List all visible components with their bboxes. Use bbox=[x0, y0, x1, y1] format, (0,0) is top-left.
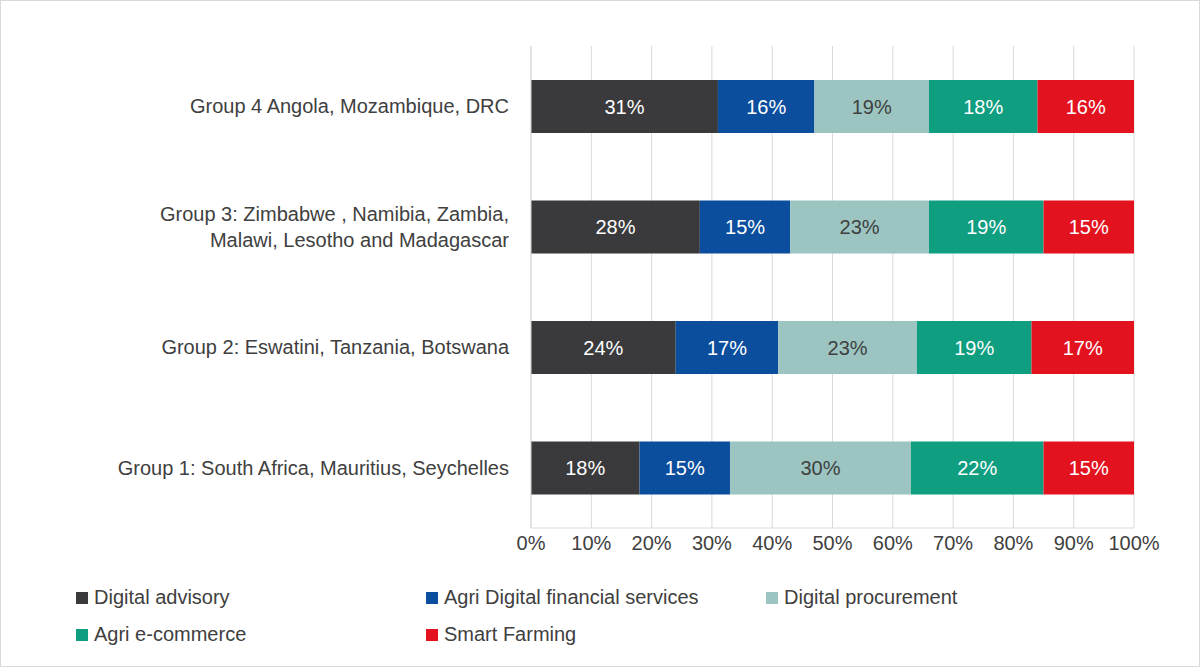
svg-text:22%: 22% bbox=[957, 457, 997, 479]
svg-text:20%: 20% bbox=[632, 532, 672, 554]
html-text:Digital procurement: Digital procurement bbox=[784, 586, 958, 608]
svg-text:18%: 18% bbox=[963, 96, 1003, 118]
svg-text:31%: 31% bbox=[604, 96, 644, 118]
svg-text:Group 4 Angola, Mozambique, DR: Group 4 Angola, Mozambique, DRC bbox=[190, 95, 509, 117]
svg-text:19%: 19% bbox=[852, 96, 892, 118]
svg-text:0%: 0% bbox=[517, 532, 546, 554]
svg-text:19%: 19% bbox=[954, 337, 994, 359]
svg-text:80%: 80% bbox=[993, 532, 1033, 554]
svg-text:15%: 15% bbox=[665, 457, 705, 479]
svg-text:40%: 40% bbox=[752, 532, 792, 554]
svg-text:24%: 24% bbox=[583, 337, 623, 359]
svg-text:70%: 70% bbox=[933, 532, 973, 554]
svg-text:18%: 18% bbox=[565, 457, 605, 479]
svg-text:23%: 23% bbox=[828, 337, 868, 359]
html-text:Agri Digital financial service: Agri Digital financial services bbox=[444, 586, 699, 608]
svg-text:10%: 10% bbox=[571, 532, 611, 554]
svg-text:28%: 28% bbox=[595, 216, 635, 238]
svg-text:17%: 17% bbox=[1063, 337, 1103, 359]
html-text:Agri e-commerce: Agri e-commerce bbox=[94, 623, 247, 645]
svg-text:100%: 100% bbox=[1108, 532, 1159, 554]
svg-text:Group 2: Eswatini, Tanzania, B: Group 2: Eswatini, Tanzania, Botswana bbox=[161, 336, 509, 358]
svg-text:15%: 15% bbox=[1069, 216, 1109, 238]
html-text:Digital advisory: Digital advisory bbox=[94, 586, 230, 608]
svg-text:16%: 16% bbox=[746, 96, 786, 118]
svg-text:16%: 16% bbox=[1066, 96, 1106, 118]
svg-text:30%: 30% bbox=[800, 457, 840, 479]
html-text:Smart Farming: Smart Farming bbox=[444, 623, 577, 645]
svg-text:30%: 30% bbox=[692, 532, 732, 554]
svg-text:15%: 15% bbox=[725, 216, 765, 238]
svg-text:23%: 23% bbox=[840, 216, 880, 238]
svg-text:50%: 50% bbox=[812, 532, 852, 554]
svg-text:17%: 17% bbox=[707, 337, 747, 359]
svg-text:15%: 15% bbox=[1069, 457, 1109, 479]
svg-text:90%: 90% bbox=[1054, 532, 1094, 554]
svg-text:60%: 60% bbox=[873, 532, 913, 554]
svg-text:Group 1: South Africa, Mauriti: Group 1: South Africa, Mauritius, Seyche… bbox=[118, 457, 509, 479]
svg-text:Group 3: Zimbabwe , Namibia, Z: Group 3: Zimbabwe , Namibia, Zambia,Mala… bbox=[160, 203, 509, 251]
svg-text:19%: 19% bbox=[966, 216, 1006, 238]
